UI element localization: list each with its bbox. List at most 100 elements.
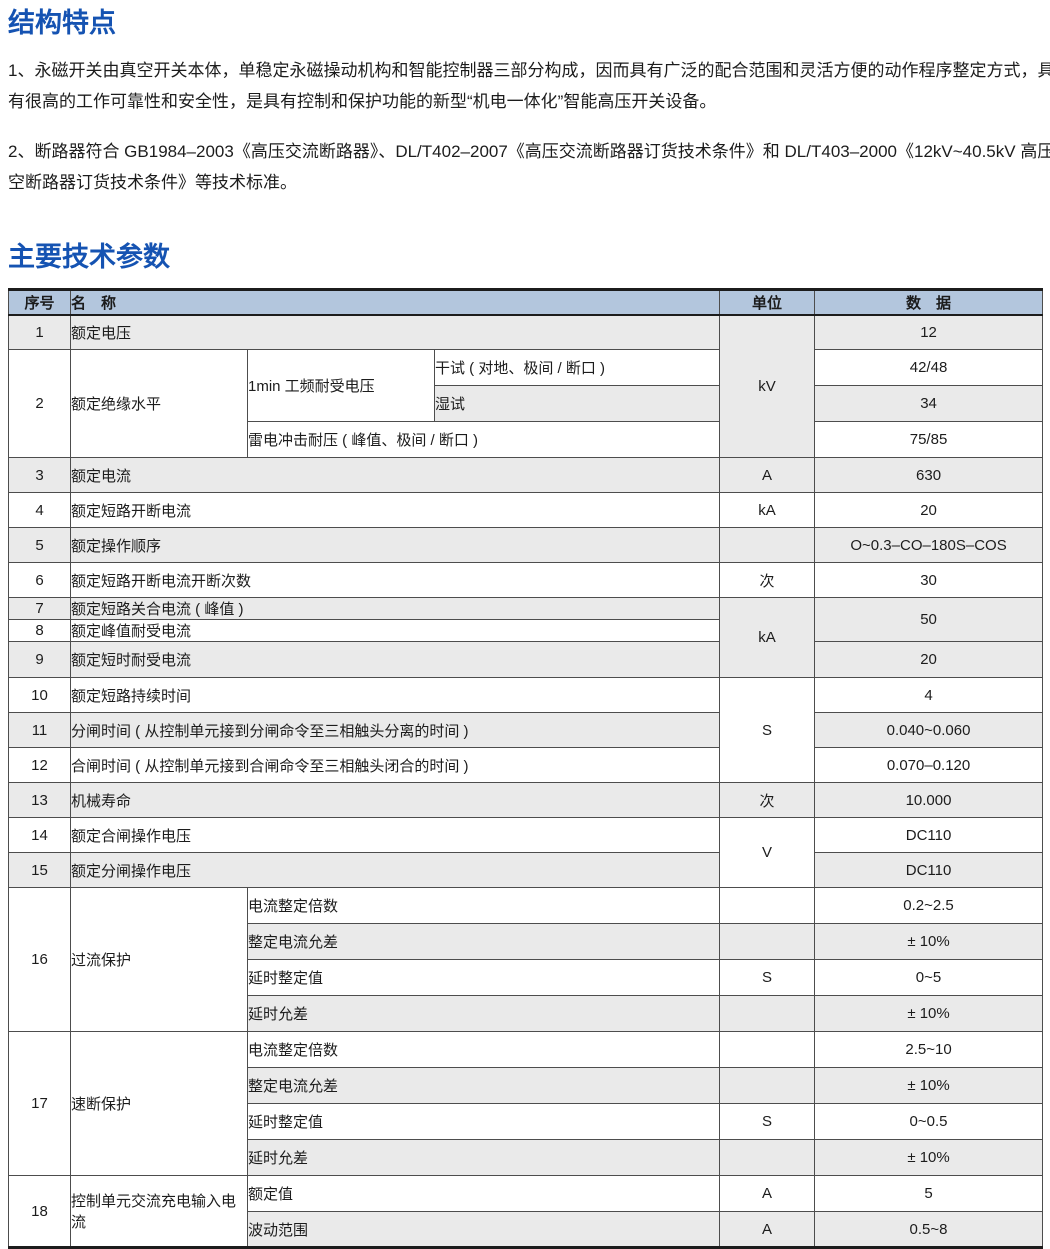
- cell-value: 0.5~8: [814, 1211, 1044, 1248]
- cell-subname: 波动范围: [246, 1211, 721, 1248]
- cell-value: 30: [814, 562, 1044, 598]
- cell-name: 额定电流: [69, 457, 721, 493]
- cell-name: 合闸时间 ( 从控制单元接到合闸命令至三相触头闭合的时间 ): [69, 747, 721, 783]
- cell-no: 11: [8, 712, 71, 748]
- cell-value: ± 10%: [814, 923, 1044, 960]
- cell-no: 14: [8, 817, 71, 853]
- cell-value: DC110: [814, 817, 1044, 853]
- cell-unit: [719, 1031, 816, 1068]
- cell-value: 34: [814, 385, 1044, 422]
- table-row: 延时整定值 S 0~0.5: [9, 1103, 1044, 1140]
- cell-subname: 电流整定倍数: [246, 887, 721, 924]
- cell-subname: 干试 ( 对地、极间 / 断口 ): [433, 349, 721, 386]
- table-header-row: 序号 名 称 单位 数 据: [8, 289, 1044, 316]
- cell-unit: kV: [719, 314, 816, 458]
- cell-no: 10: [8, 677, 71, 713]
- table-row: 延时允差 ± 10%: [9, 1139, 1044, 1176]
- cell-subname: 额定值: [246, 1175, 721, 1212]
- cell-name: 额定短路开断电流: [69, 492, 721, 528]
- cell-unit-empty: [719, 527, 816, 563]
- cell-no: 17: [8, 1031, 71, 1176]
- paragraph-1-line-2: 有很高的工作可靠性和安全性，是具有控制和保护功能的新型“机电一体化”智能高压开关…: [8, 92, 717, 111]
- cell-subname: 湿试: [433, 385, 721, 422]
- table-row: 8 额定峰值耐受电流: [8, 619, 1043, 642]
- cell-name: 额定合闸操作电压: [69, 817, 721, 853]
- cell-subname: 1min 工频耐受电压: [247, 349, 435, 422]
- cell-value: 75/85: [814, 421, 1044, 458]
- table-row: 延时允差 ± 10%: [9, 995, 1044, 1032]
- cell-name: 速断保护: [70, 1031, 248, 1176]
- cell-value: 10.000: [814, 782, 1044, 818]
- cell-unit: 次: [719, 782, 816, 818]
- cell-value: 0.040~0.060: [814, 712, 1044, 748]
- cell-no: 1: [8, 314, 71, 350]
- cell-no: 15: [8, 852, 71, 888]
- table-row: 整定电流允差 ± 10%: [9, 1067, 1044, 1104]
- paragraph-2-line-1: 2、断路器符合 GB1984–2003《高压交流断路器》、DL/T402–200…: [8, 142, 1050, 161]
- header-no: 序号: [8, 289, 71, 316]
- cell-unit: V: [719, 817, 816, 888]
- cell-no: 7: [8, 597, 71, 620]
- cell-unit: kA: [719, 492, 816, 528]
- table-row: 5 额定操作顺序 O~0.3–CO–180S–COS: [8, 527, 1044, 563]
- table-row: 1 额定电压 kV 12: [8, 314, 1044, 458]
- cell-subname: 延时整定值: [246, 1103, 721, 1140]
- cell-unit: [719, 1067, 816, 1104]
- cell-value: 5: [814, 1175, 1044, 1212]
- cell-name: 额定电压: [69, 314, 721, 350]
- cell-unit: 次: [719, 562, 816, 598]
- section-title-structure: 结构特点: [8, 8, 116, 38]
- cell-subname: 电流整定倍数: [246, 1031, 721, 1068]
- cell-unit: S: [719, 1103, 816, 1140]
- table-row: 延时整定值 S 0~5: [9, 959, 1044, 996]
- paragraph-1: 1、永磁开关由真空开关本体，单稳定永磁操动机构和智能控制器三部分构成，因而具有广…: [8, 55, 1050, 117]
- cell-value: 0.2~2.5: [814, 887, 1044, 924]
- cell-name: 控制单元交流充电输入电流: [70, 1175, 248, 1248]
- cell-value: ± 10%: [814, 1067, 1044, 1104]
- cell-subname: 延时允差: [246, 1139, 721, 1176]
- cell-subname: 延时允差: [246, 995, 721, 1032]
- cell-no: 2: [8, 349, 71, 458]
- cell-no: 13: [8, 782, 71, 818]
- cell-unit: [719, 1139, 816, 1176]
- cell-name: 过流保护: [70, 887, 248, 1032]
- table-row: 15 额定分闸操作电压 DC110: [8, 852, 1044, 888]
- table-row: 17 速断保护 电流整定倍数 2.5~10: [8, 1031, 1044, 1176]
- cell-subname: 整定电流允差: [246, 923, 721, 960]
- paragraph-1-line-1: 1、永磁开关由真空开关本体，单稳定永磁操动机构和智能控制器三部分构成，因而具有广…: [8, 61, 1050, 80]
- cell-name: 机械寿命: [69, 782, 721, 818]
- cell-name: 额定绝缘水平: [70, 349, 248, 458]
- header-data: 数 据: [814, 289, 1044, 316]
- cell-no: 8: [8, 619, 71, 642]
- table-row: 13 机械寿命 次 10.000: [8, 782, 1044, 818]
- paragraph-2-line-2: 空断路器订货技术条件》等技术标准。: [8, 173, 297, 192]
- cell-unit: A: [719, 1211, 816, 1248]
- cell-unit: [719, 923, 816, 960]
- table-row: 18 控制单元交流充电输入电流 额定值 A 5: [8, 1175, 1044, 1248]
- cell-subname: 雷电冲击耐压 ( 峰值、极间 / 断口 ): [246, 421, 721, 458]
- cell-no: 18: [8, 1175, 71, 1248]
- cell-no: 5: [8, 527, 71, 563]
- cell-unit: S: [719, 677, 816, 783]
- cell-value: 0.070–0.120: [814, 747, 1044, 783]
- cell-value: 12: [814, 314, 1044, 350]
- cell-no: 16: [8, 887, 71, 1032]
- cell-value: 20: [814, 641, 1044, 678]
- spec-table: 序号 名 称 单位 数 据 1 额定电压 kV 12 2 额定绝缘水平 1min…: [8, 288, 1044, 1249]
- cell-value: 0~5: [814, 959, 1044, 996]
- section-title-parameters: 主要技术参数: [8, 242, 170, 272]
- header-unit: 单位: [719, 289, 816, 316]
- cell-no: 6: [8, 562, 71, 598]
- cell-no: 4: [8, 492, 71, 528]
- table-row: 10 额定短路持续时间 S 4: [8, 677, 1044, 783]
- cell-name: 额定短路开断电流开断次数: [69, 562, 721, 598]
- cell-no: 3: [8, 457, 71, 493]
- table-row: 3 额定电流 A 630: [8, 457, 1044, 493]
- cell-value: 2.5~10: [814, 1031, 1044, 1068]
- cell-no: 12: [8, 747, 71, 783]
- table-row: 6 额定短路开断电流开断次数 次 30: [8, 562, 1044, 598]
- table-row: 16 过流保护 电流整定倍数 0.2~2.5: [8, 887, 1044, 1032]
- cell-unit: A: [719, 457, 816, 493]
- cell-subname: 延时整定值: [246, 959, 721, 996]
